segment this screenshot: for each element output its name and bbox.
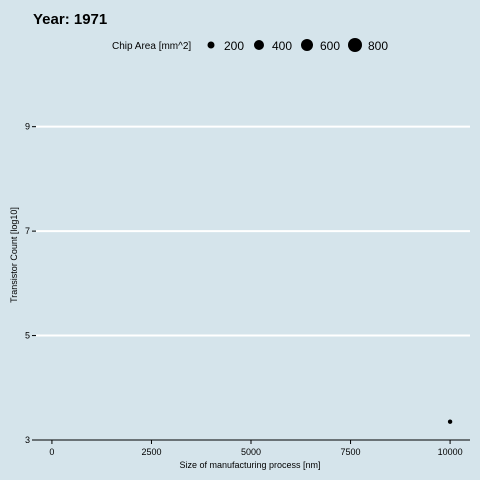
legend-items: 200 400 600 800: [207, 38, 388, 53]
data-points: [447, 419, 453, 424]
y-tick-label: 3: [25, 435, 30, 445]
legend-label: 400: [272, 39, 292, 53]
legend-swatch: [301, 39, 313, 51]
x-tick-label: 2500: [141, 447, 161, 457]
y-tick-label: 7: [25, 226, 30, 236]
x-axis: 0 2500 5000 7500 10000: [36, 439, 470, 457]
x-tick-label: 7500: [341, 447, 361, 457]
x-tick-label: 0: [49, 447, 54, 457]
legend-title: Chip Area [mm^2]: [112, 41, 191, 52]
y-axis-label: Transistor Count [log10]: [9, 207, 19, 303]
x-tick-label: 5000: [241, 447, 261, 457]
legend-swatch: [348, 38, 362, 52]
x-tick-label: 10000: [438, 447, 463, 457]
data-point: [447, 419, 453, 424]
legend-label: 800: [368, 39, 388, 53]
y-tick-label: 5: [25, 331, 30, 341]
chart-title: Year: 1971: [33, 11, 107, 28]
gridlines: [36, 125, 470, 337]
legend-label: 600: [320, 39, 340, 53]
y-axis: 3 5 7 9: [25, 122, 36, 445]
legend-swatch: [207, 41, 215, 49]
y-tick-label: 9: [25, 122, 30, 132]
x-axis-label: Size of manufacturing process [nm]: [179, 460, 320, 470]
legend: Chip Area [mm^2] 200 400 600 800: [112, 38, 388, 53]
legend-swatch: [254, 40, 264, 50]
legend-label: 200: [224, 39, 244, 53]
